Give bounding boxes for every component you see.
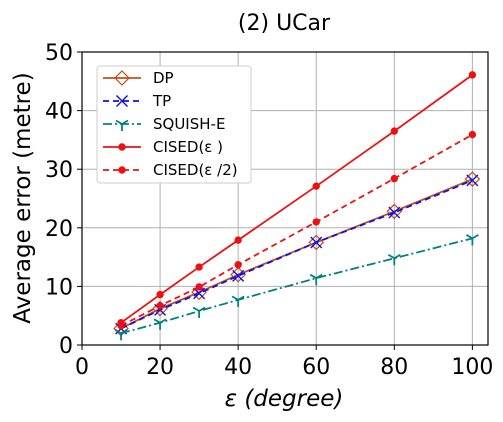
tri-marker-stroke bbox=[115, 119, 123, 125]
data-point bbox=[388, 206, 401, 219]
x-marker-stroke bbox=[193, 287, 206, 300]
series-4 bbox=[117, 130, 477, 330]
plot-frame bbox=[81, 51, 489, 346]
data-point bbox=[465, 234, 479, 246]
y-axis-label: Average error (metre) bbox=[10, 72, 36, 323]
data-point bbox=[195, 283, 203, 291]
legend-label: SQUISH-E bbox=[153, 115, 225, 133]
series-line bbox=[120, 179, 473, 330]
data-point bbox=[232, 269, 245, 282]
tri-marker-stroke bbox=[231, 295, 239, 301]
x-marker-stroke bbox=[232, 269, 245, 282]
series-0 bbox=[113, 171, 481, 337]
data-point bbox=[312, 218, 320, 226]
tri-marker-stroke bbox=[159, 318, 167, 324]
y-tick-label: 10 bbox=[45, 275, 73, 300]
series-3 bbox=[117, 71, 477, 327]
legend-marker bbox=[118, 166, 126, 174]
legend-marker bbox=[114, 70, 130, 86]
legend-marker bbox=[115, 119, 129, 131]
y-tick-label: 30 bbox=[45, 158, 73, 183]
legend-label: DP bbox=[153, 69, 174, 87]
legend-box bbox=[96, 65, 252, 184]
data-point bbox=[468, 71, 477, 79]
data-point bbox=[387, 253, 401, 266]
data-point bbox=[231, 295, 245, 307]
data-point bbox=[114, 329, 128, 341]
x-tick-label: 0 bbox=[75, 355, 89, 380]
x-tick-label: 60 bbox=[302, 355, 330, 380]
series-2 bbox=[114, 234, 479, 341]
data-point bbox=[308, 234, 325, 251]
tri-marker-stroke bbox=[121, 119, 129, 125]
data-point bbox=[152, 300, 168, 317]
data-point bbox=[234, 236, 242, 244]
x-tick-label: 40 bbox=[224, 355, 252, 380]
data-point bbox=[156, 302, 164, 310]
data-point bbox=[390, 127, 399, 135]
tri-marker-stroke bbox=[192, 306, 200, 312]
series-layer bbox=[113, 71, 481, 341]
legend-label: CISED(ε ) bbox=[153, 138, 223, 156]
data-point bbox=[390, 174, 399, 183]
data-point bbox=[309, 273, 323, 286]
data-point bbox=[153, 318, 167, 330]
legend-label: TP bbox=[152, 92, 171, 110]
tri-marker-stroke bbox=[114, 329, 122, 335]
tri-marker-stroke bbox=[393, 253, 401, 260]
data-point bbox=[234, 261, 242, 269]
data-point bbox=[466, 174, 479, 187]
tri-marker-stroke bbox=[465, 234, 473, 240]
tri-marker-stroke bbox=[120, 329, 128, 335]
data-point bbox=[192, 306, 206, 319]
x-tick-label: 20 bbox=[146, 355, 174, 380]
y-tick-label: 50 bbox=[45, 41, 73, 66]
chart-title: (2) UCar bbox=[238, 11, 331, 36]
data-point bbox=[464, 171, 481, 188]
tri-marker-stroke bbox=[198, 306, 206, 312]
data-point bbox=[468, 130, 477, 139]
data-point bbox=[195, 263, 203, 271]
tri-marker-stroke bbox=[387, 253, 395, 260]
x-marker-stroke bbox=[310, 236, 323, 249]
x-marker-stroke bbox=[116, 95, 128, 107]
y-tick-label: 0 bbox=[59, 334, 73, 359]
tri-marker-stroke bbox=[237, 295, 245, 301]
data-point bbox=[310, 236, 323, 249]
data-point bbox=[156, 290, 164, 299]
x-marker-stroke bbox=[388, 206, 401, 219]
x-axis-label: ε (degree) bbox=[225, 386, 344, 412]
y-tick-label: 20 bbox=[45, 217, 73, 242]
axis-ticks: 0 20 40 60 80 100 0 10 20 30 40 50 bbox=[45, 41, 493, 380]
x-tick-label: 80 bbox=[380, 355, 408, 380]
tri-marker-stroke bbox=[153, 318, 161, 324]
legend-marker bbox=[116, 95, 128, 107]
data-point bbox=[117, 321, 125, 330]
data-point bbox=[230, 266, 247, 283]
data-point bbox=[193, 287, 206, 300]
tri-marker-stroke bbox=[471, 234, 479, 240]
x-marker-stroke bbox=[466, 174, 479, 187]
legend: DP TP SQUISH-E CISED(ε ) CISED(ε /2) bbox=[96, 65, 252, 184]
tri-marker-stroke bbox=[309, 273, 317, 279]
legend-label: CISED(ε /2) bbox=[153, 161, 238, 179]
x-tick-label: 100 bbox=[451, 355, 493, 380]
data-point bbox=[386, 203, 403, 220]
data-point bbox=[312, 182, 320, 190]
y-tick-label: 40 bbox=[45, 100, 73, 125]
legend-marker bbox=[118, 143, 126, 151]
tri-marker-stroke bbox=[315, 273, 323, 279]
